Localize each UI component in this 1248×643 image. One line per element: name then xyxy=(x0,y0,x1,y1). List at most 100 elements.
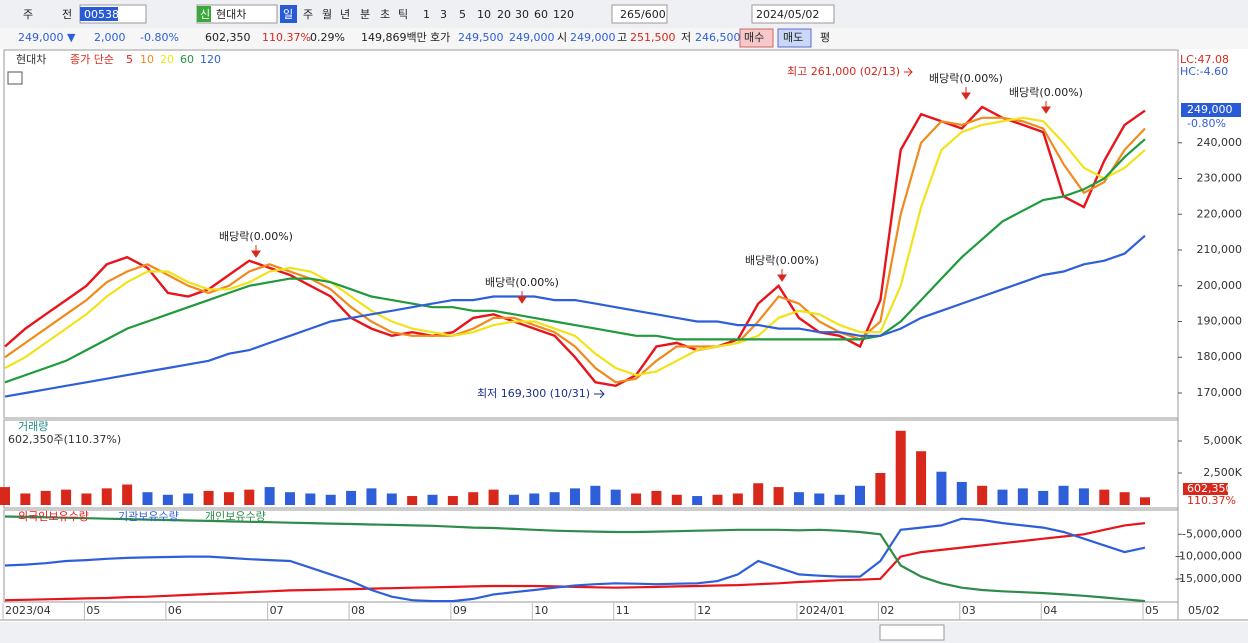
volume-bar xyxy=(977,485,988,505)
x-tick-label: 09 xyxy=(453,604,467,617)
volume-bar xyxy=(732,493,743,505)
volume-bar xyxy=(81,493,92,505)
volume-bar xyxy=(936,471,947,505)
volume-bar xyxy=(956,481,967,505)
volume-bar xyxy=(1058,485,1069,505)
volume-bar xyxy=(162,494,173,505)
quote-item: 110.37% xyxy=(262,31,311,44)
toolbar-item: 초 xyxy=(380,8,390,21)
y-tick-label: 200,000 xyxy=(1197,279,1243,292)
buy-button[interactable] xyxy=(739,28,774,48)
x-tick-label: 05 xyxy=(1145,604,1159,617)
series-line xyxy=(4,138,1146,384)
toolbar-item: 주 xyxy=(23,8,33,21)
change-tag: -0.80% xyxy=(1187,117,1226,130)
toolbar-item: 현대차 xyxy=(216,8,246,21)
quote-item: 2,000 xyxy=(94,31,126,44)
x-tick-label: 05 xyxy=(86,604,100,617)
annotation: 배당락(0.00%) xyxy=(745,254,819,267)
quote-item: 호가 xyxy=(430,31,450,44)
volume-bar xyxy=(1038,490,1049,505)
day-button-active[interactable] xyxy=(280,5,297,23)
quote-item: 시 xyxy=(557,31,567,44)
scroll-controls[interactable] xyxy=(879,624,945,641)
y-tick-label: 210,000 xyxy=(1197,243,1243,256)
dividend-marker xyxy=(777,269,787,282)
x-tick-label: 03 xyxy=(962,604,976,617)
volume-bar xyxy=(40,490,51,505)
date-box[interactable] xyxy=(751,4,835,24)
quote-item: 평 xyxy=(820,31,830,44)
toolbar-item: 120 xyxy=(553,8,574,21)
toolbar-item: 주 xyxy=(303,8,313,21)
annotation-arrow xyxy=(904,67,913,77)
volume-bar xyxy=(549,492,560,505)
volume-bar xyxy=(610,489,621,505)
x-tick-label: 10 xyxy=(534,604,548,617)
annotation: 배당락(0.00%) xyxy=(929,72,1003,85)
x-tick-label: 06 xyxy=(168,604,182,617)
volume-bar xyxy=(468,492,479,505)
x-tick-label: 12 xyxy=(697,604,711,617)
y-tick-label: -10,000,000 xyxy=(1175,550,1242,563)
volume-bar xyxy=(366,488,377,505)
volume-bar xyxy=(814,493,825,505)
quote-item: 매수 xyxy=(744,31,764,44)
y-tick-label: 230,000 xyxy=(1197,172,1243,185)
quote-item: 249,500 xyxy=(458,31,504,44)
dividend-marker xyxy=(251,245,261,258)
volume-bar xyxy=(285,492,295,505)
volume-bar xyxy=(895,430,906,505)
end-date-label: 05/02 xyxy=(1188,604,1220,617)
sell-button[interactable] xyxy=(777,28,812,48)
volume-bar xyxy=(122,484,133,505)
x-tick-label: 2024/01 xyxy=(799,604,845,617)
volume-bar xyxy=(61,489,72,505)
toolbar-item: 265 xyxy=(620,8,641,21)
volume-bar xyxy=(1140,497,1150,505)
series-line xyxy=(4,517,1146,603)
ma-legend: 5 xyxy=(126,53,133,66)
toolbar-item: 20 xyxy=(497,8,511,21)
volume-bar xyxy=(631,493,642,505)
toolbar-item: 신 xyxy=(200,8,210,21)
volume-bar xyxy=(570,488,580,505)
annotation: 최고 261,000 (02/13) xyxy=(787,65,900,78)
volume-bar xyxy=(1119,492,1130,505)
hc-label: HC:-4.60 xyxy=(1180,65,1228,78)
quote-item: 249,000 xyxy=(509,31,555,44)
quote-item: 0.29% xyxy=(310,31,345,44)
annotation: 배당락(0.00%) xyxy=(1009,86,1083,99)
volume-bar xyxy=(855,485,865,505)
quote-item: 249,000 xyxy=(570,31,616,44)
new-badge xyxy=(197,6,211,22)
annotation: 최저 169,300 (10/31) xyxy=(477,387,590,400)
quote-item: 매도 xyxy=(783,31,803,44)
lc-label: LC:47.08 xyxy=(1180,53,1229,66)
volume-bar xyxy=(203,490,214,505)
volume-bar xyxy=(712,494,723,505)
toolbar-item: 5 xyxy=(459,8,466,21)
toolbar-item: 2024/05/02 xyxy=(756,8,819,21)
y-tick-label: 2,500K xyxy=(1203,466,1242,479)
toolbar-item: 일 xyxy=(283,7,293,21)
count-box[interactable] xyxy=(611,4,668,24)
quote-item: 602,350 xyxy=(205,31,251,44)
holdings-legend: 외국인보유수량 xyxy=(18,510,89,523)
y-tick-label: 190,000 xyxy=(1197,314,1243,327)
series-line xyxy=(4,116,1146,384)
volume-bar xyxy=(346,490,357,505)
volume-bar xyxy=(875,472,886,505)
toolbar-item: 1 xyxy=(423,8,430,21)
series-line xyxy=(4,116,1146,377)
volume-tag: 602,350 xyxy=(1187,482,1233,495)
toolbar-item: 년 xyxy=(340,8,350,21)
holdings-legend: 기관보유수량 xyxy=(118,510,179,523)
series-line xyxy=(4,234,1146,398)
volume-bar xyxy=(773,487,784,505)
volume-bar xyxy=(183,493,194,505)
toolbar-item: 월 xyxy=(322,8,332,21)
annotation-arrow xyxy=(594,389,605,399)
quote-item: 246,500 xyxy=(695,31,741,44)
grid-icon[interactable] xyxy=(7,71,23,85)
